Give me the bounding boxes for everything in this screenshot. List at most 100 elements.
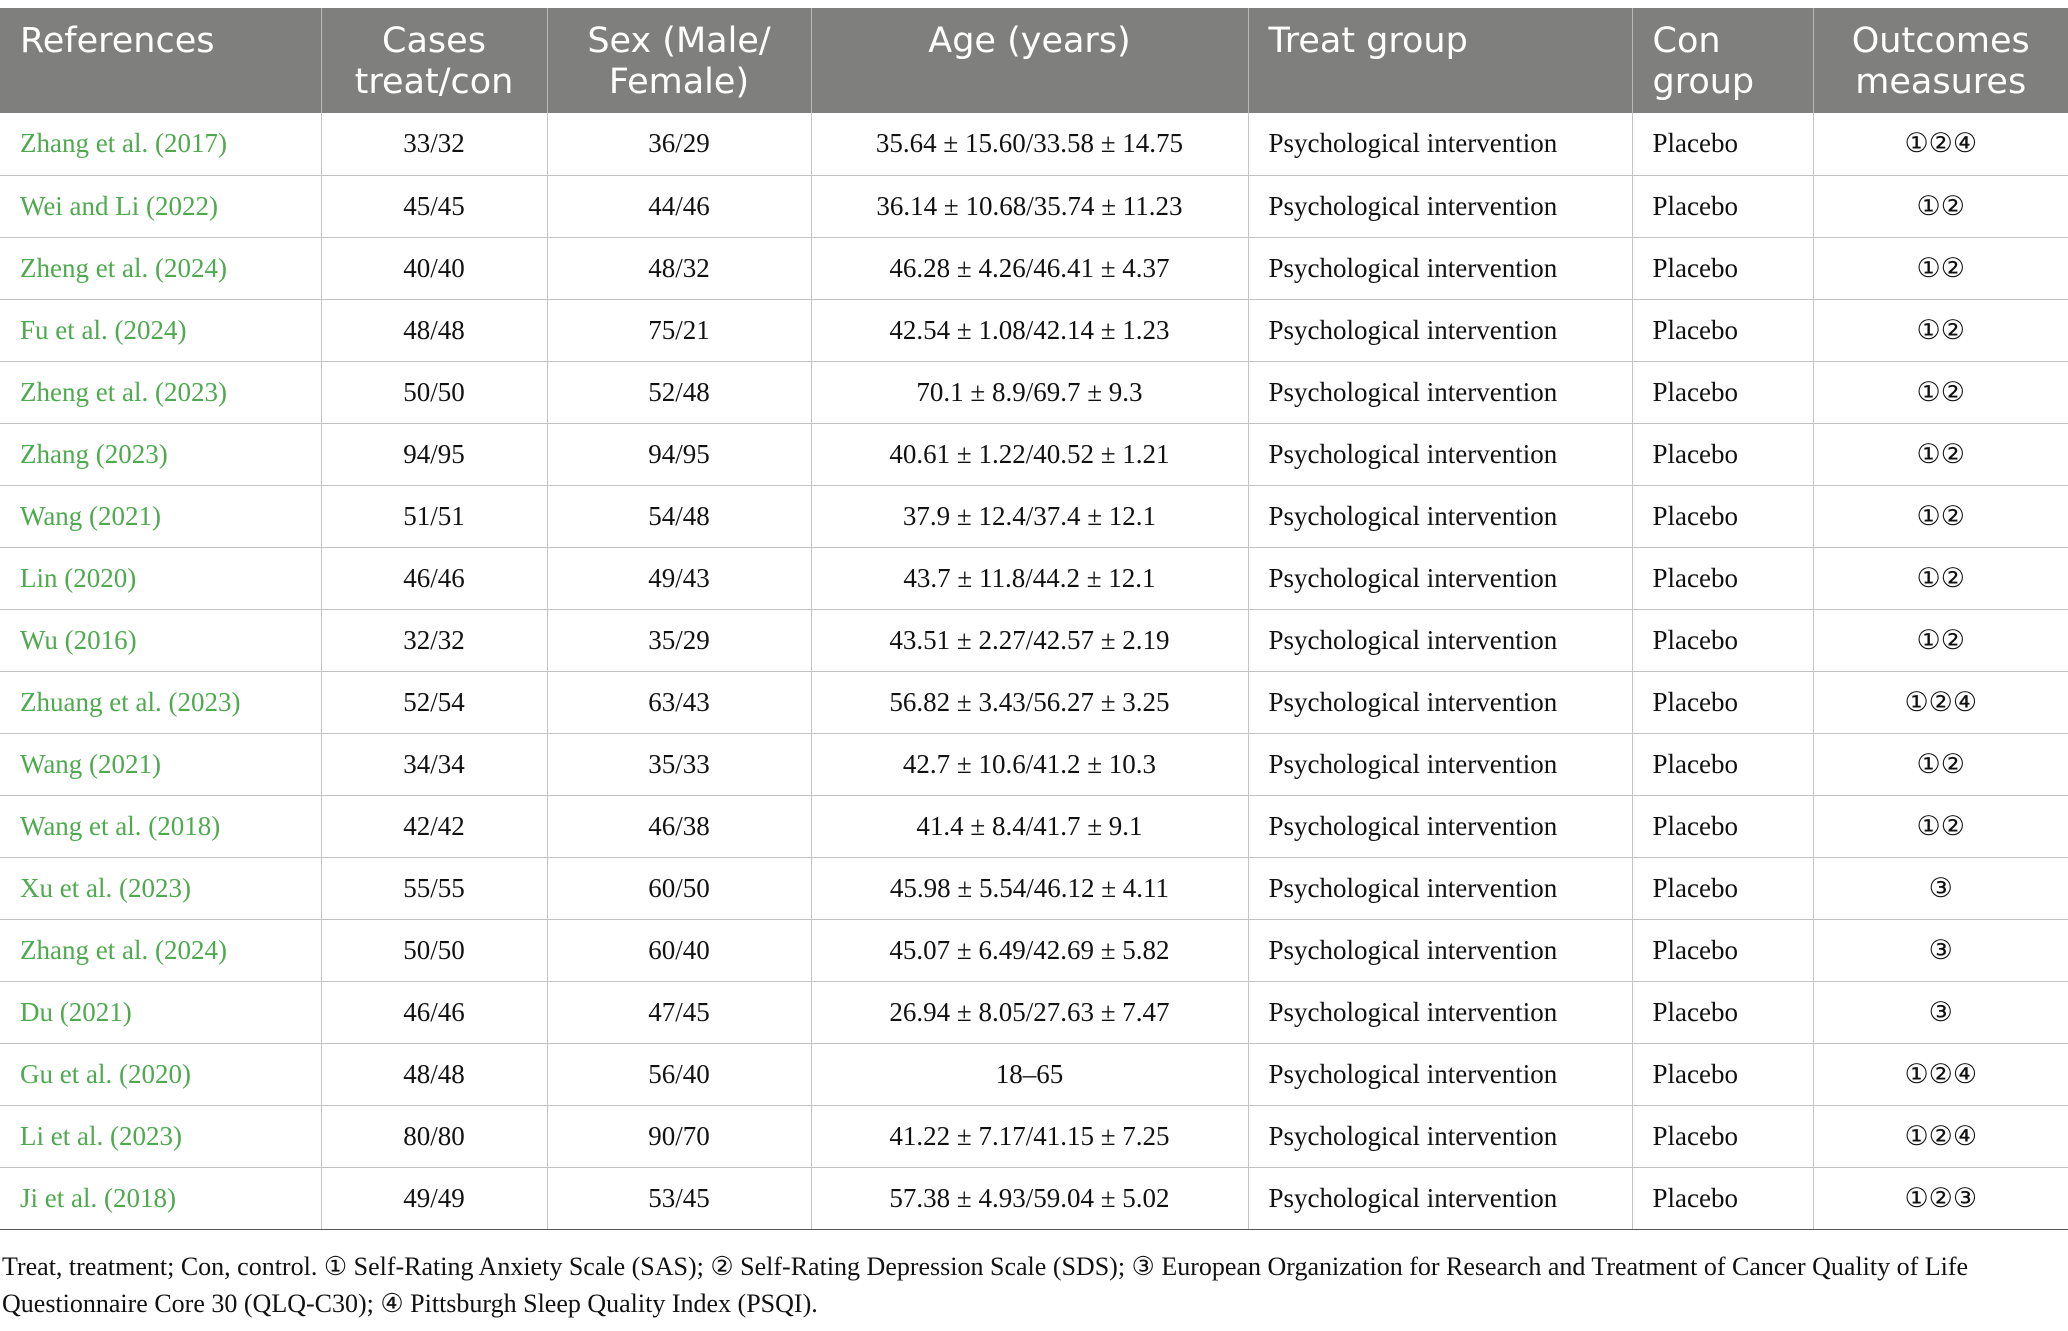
age-cell: 41.4 ± 8.4/41.7 ± 9.1 [810,795,1248,858]
treat-group-cell: Psychological intervention [1247,1167,1632,1230]
table-row: Zheng et al. (2023) 50/50 52/48 70.1 ± 8.9/… [0,361,2068,424]
cases-cell: 34/34 [320,733,547,796]
outcomes-cell: ①②④ [1812,1105,2068,1168]
treat-group-cell: Psychological intervention [1247,981,1632,1044]
table-row: Wu (2016) 32/32 35/29 43.51 ± 2.27/42.57 ± … [0,609,2068,672]
treat-group-cell: Psychological intervention [1247,361,1632,424]
con-group-cell: Placebo [1631,547,1813,610]
reference-link[interactable]: Gu et al. (2020) [0,1043,321,1106]
outcomes-cell: ①②④ [1812,1043,2068,1106]
con-group-cell: Placebo [1631,671,1813,734]
age-cell: 18–65 [810,1043,1248,1106]
age-cell: 40.61 ± 1.22/40.52 ± 1.21 [810,423,1248,486]
age-cell: 43.51 ± 2.27/42.57 ± 2.19 [810,609,1248,672]
con-group-cell: Placebo [1631,175,1813,238]
treat-group-cell: Psychological intervention [1247,857,1632,920]
cases-cell: 42/42 [320,795,547,858]
table-row: Zhuang et al. (2023) 52/54 63/43 56.82 ± 3.… [0,671,2068,734]
outcomes-cell: ①②④ [1812,671,2068,734]
age-cell: 42.7 ± 10.6/41.2 ± 10.3 [810,733,1248,796]
header-con-group: Con group [1631,8,1813,113]
cases-cell: 50/50 [320,919,547,982]
cases-cell: 33/32 [320,113,547,176]
reference-link[interactable]: Du (2021) [0,981,321,1044]
outcomes-cell: ③ [1812,857,2068,920]
reference-link[interactable]: Zheng et al. (2024) [0,237,321,300]
table-row: Zhang et al. (2024) 50/50 60/40 45.07 ± 6.4… [0,919,2068,982]
reference-link[interactable]: Zhang (2023) [0,423,321,486]
table-row: Xu et al. (2023) 55/55 60/50 45.98 ± 5.54/4… [0,857,2068,920]
sex-cell: 35/33 [546,733,811,796]
treat-group-cell: Psychological intervention [1247,237,1632,300]
table-row: Zhang (2023) 94/95 94/95 40.61 ± 1.22/40.52… [0,423,2068,486]
cases-cell: 32/32 [320,609,547,672]
reference-link[interactable]: Fu et al. (2024) [0,299,321,362]
treat-group-cell: Psychological intervention [1247,609,1632,672]
reference-link[interactable]: Lin (2020) [0,547,321,610]
outcomes-cell: ①② [1812,795,2068,858]
table-footnote: Treat, treatment; Con, control. ① Self-R… [2,1252,1969,1318]
outcomes-cell: ①② [1812,733,2068,796]
cases-cell: 46/46 [320,981,547,1044]
reference-link[interactable]: Wu (2016) [0,609,321,672]
outcomes-cell: ①② [1812,485,2068,548]
reference-link[interactable]: Wang et al. (2018) [0,795,321,858]
cases-cell: 51/51 [320,485,547,548]
age-cell: 35.64 ± 15.60/33.58 ± 14.75 [810,113,1248,176]
reference-link[interactable]: Zhuang et al. (2023) [0,671,321,734]
cases-cell: 94/95 [320,423,547,486]
cases-cell: 48/48 [320,299,547,362]
age-cell: 37.9 ± 12.4/37.4 ± 12.1 [810,485,1248,548]
age-cell: 45.07 ± 6.49/42.69 ± 5.82 [810,919,1248,982]
sex-cell: 48/32 [546,237,811,300]
reference-link[interactable]: Zheng et al. (2023) [0,361,321,424]
con-group-cell: Placebo [1631,423,1813,486]
age-cell: 36.14 ± 10.68/35.74 ± 11.23 [810,175,1248,238]
table-row: Wang (2021) 34/34 35/33 42.7 ± 10.6/41.2 ± … [0,733,2068,796]
age-cell: 45.98 ± 5.54/46.12 ± 4.11 [810,857,1248,920]
treat-group-cell: Psychological intervention [1247,423,1632,486]
outcomes-cell: ③ [1812,919,2068,982]
sex-cell: 52/48 [546,361,811,424]
cases-cell: 52/54 [320,671,547,734]
header-age: Age (years) [810,8,1248,113]
reference-link[interactable]: Zhang et al. (2024) [0,919,321,982]
header-outcomes: Outcomes measures [1812,8,2068,113]
cases-cell: 48/48 [320,1043,547,1106]
study-characteristics-table: References Cases treat/con Sex (Male/ Fe… [0,8,2068,1230]
con-group-cell: Placebo [1631,1167,1813,1230]
con-group-cell: Placebo [1631,237,1813,300]
sex-cell: 94/95 [546,423,811,486]
cases-cell: 80/80 [320,1105,547,1168]
sex-cell: 47/45 [546,981,811,1044]
outcomes-cell: ①② [1812,299,2068,362]
cases-cell: 40/40 [320,237,547,300]
reference-link[interactable]: Xu et al. (2023) [0,857,321,920]
reference-link[interactable]: Wang (2021) [0,733,321,796]
table-row: Wei and Li (2022) 45/45 44/46 36.14 ± 10.68… [0,175,2068,238]
sex-cell: 49/43 [546,547,811,610]
sex-cell: 75/21 [546,299,811,362]
outcomes-cell: ①② [1812,175,2068,238]
outcomes-cell: ①② [1812,609,2068,672]
reference-link[interactable]: Wei and Li (2022) [0,175,321,238]
age-cell: 46.28 ± 4.26/46.41 ± 4.37 [810,237,1248,300]
reference-link[interactable]: Wang (2021) [0,485,321,548]
table-row: Wang (2021) 51/51 54/48 37.9 ± 12.4/37.4 ± … [0,485,2068,548]
treat-group-cell: Psychological intervention [1247,1105,1632,1168]
table-row: Gu et al. (2020) 48/48 56/40 18–65 Psycholog… [0,1043,2068,1106]
age-cell: 56.82 ± 3.43/56.27 ± 3.25 [810,671,1248,734]
reference-link[interactable]: Zhang et al. (2017) [0,113,321,176]
table-row: Zheng et al. (2024) 40/40 48/32 46.28 ± 4.2… [0,237,2068,300]
reference-link[interactable]: Li et al. (2023) [0,1105,321,1168]
con-group-cell: Placebo [1631,795,1813,858]
table-row: Du (2021) 46/46 47/45 26.94 ± 8.05/27.63 ± … [0,981,2068,1044]
outcomes-cell: ①② [1812,547,2068,610]
treat-group-cell: Psychological intervention [1247,485,1632,548]
sex-cell: 60/40 [546,919,811,982]
study-characteristics-table-container: References Cases treat/con Sex (Male/ Fe… [0,8,2068,1230]
reference-link[interactable]: Ji et al. (2018) [0,1167,321,1230]
con-group-cell: Placebo [1631,609,1813,672]
header-references: References [0,8,321,113]
sex-cell: 56/40 [546,1043,811,1106]
